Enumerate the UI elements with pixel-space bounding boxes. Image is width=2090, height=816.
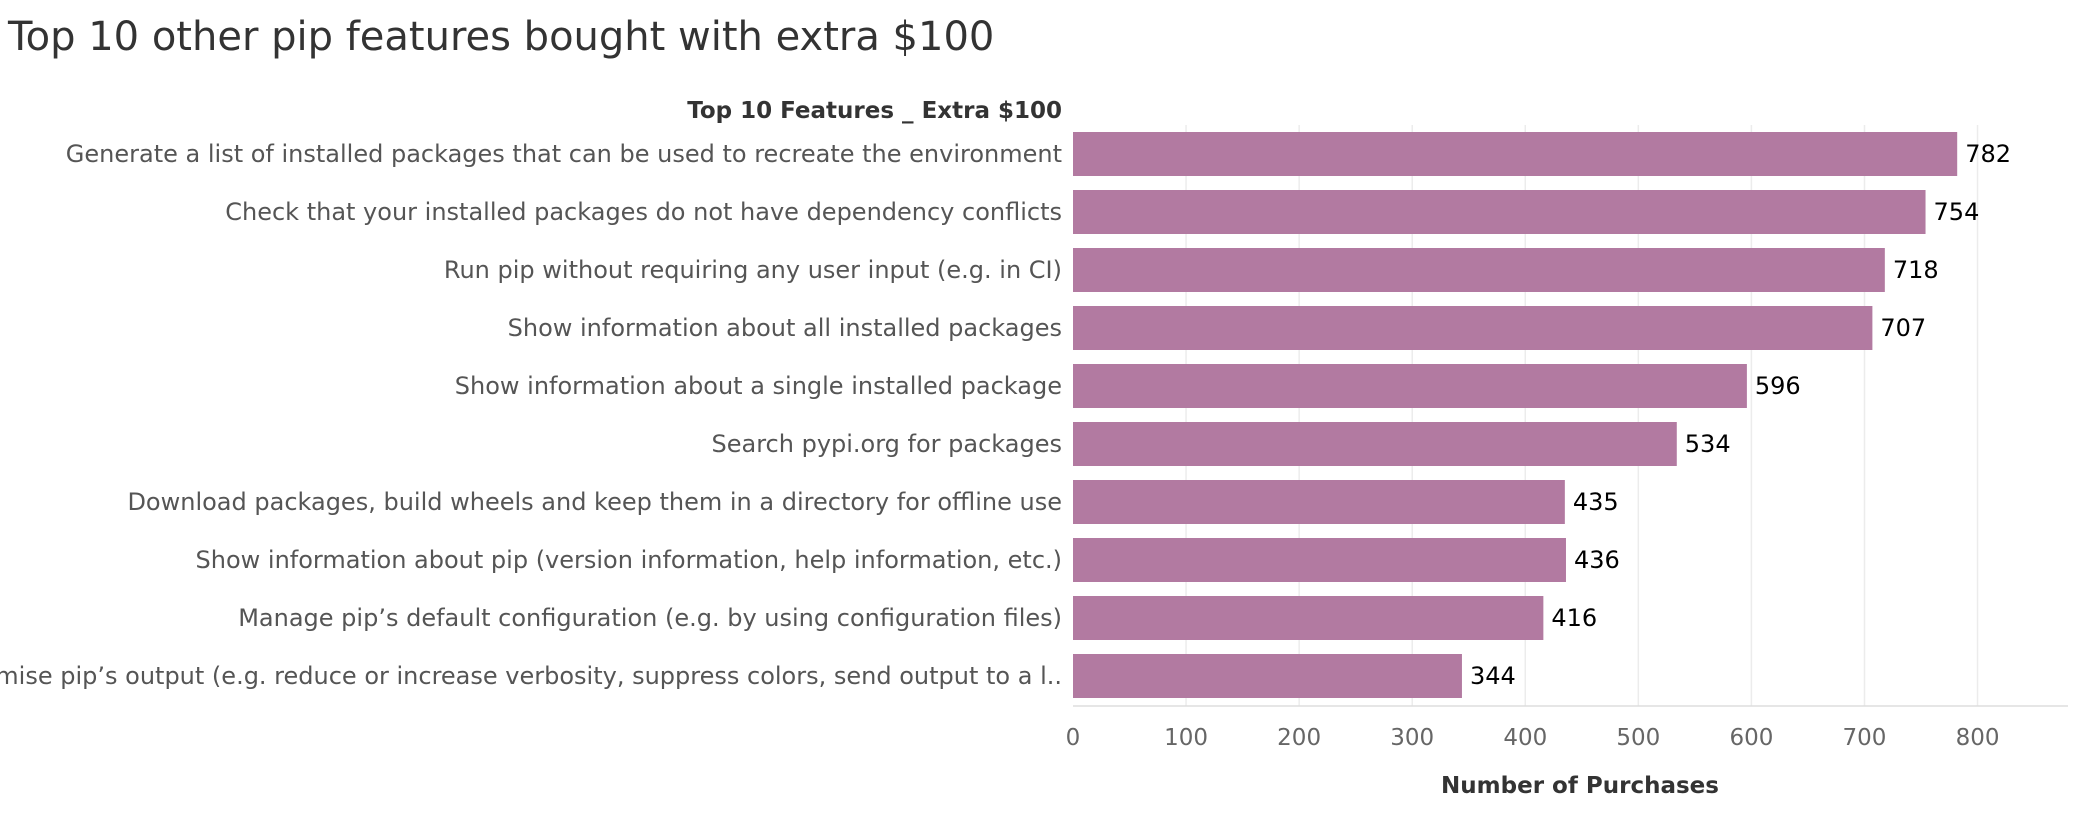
x-tick-label: 0	[1066, 725, 1081, 751]
x-tick-label: 100	[1164, 725, 1208, 751]
row-header-title: Top 10 Features _ Extra $100	[687, 98, 1062, 124]
x-axis-ticks: 0 100 200 300 400 500 600 700 800	[1066, 725, 2000, 751]
value-label: 534	[1685, 430, 1731, 458]
x-tick-label: 400	[1503, 725, 1547, 751]
category-label: Show information about all installed pac…	[508, 314, 1062, 342]
category-label: Generate a list of installed packages th…	[66, 140, 1062, 168]
category-label: Manage pip’s default configuration (e.g.…	[238, 604, 1062, 632]
category-label: Show information about a single installe…	[455, 372, 1062, 400]
bar[interactable]	[1073, 364, 1747, 408]
bar[interactable]	[1073, 248, 1885, 292]
bar[interactable]	[1073, 596, 1544, 640]
x-tick-label: 500	[1616, 725, 1660, 751]
category-label: Check that your installed packages do no…	[225, 198, 1062, 226]
bar[interactable]	[1073, 480, 1565, 524]
bar[interactable]	[1073, 132, 1958, 176]
value-label: 416	[1551, 604, 1597, 632]
bar[interactable]	[1073, 538, 1566, 582]
category-labels: Generate a list of installed packages th…	[0, 140, 1062, 690]
category-label: Search pypi.org for packages	[712, 430, 1063, 458]
value-label: 435	[1573, 488, 1619, 516]
value-label: 344	[1470, 662, 1516, 690]
bar[interactable]	[1073, 422, 1677, 466]
x-tick-label: 200	[1277, 725, 1321, 751]
x-tick-label: 800	[1956, 725, 2000, 751]
category-label: Run pip without requiring any user input…	[444, 256, 1062, 284]
value-label: 782	[1965, 140, 2011, 168]
value-label: 436	[1574, 546, 1620, 574]
value-label: 707	[1880, 314, 1926, 342]
x-axis-title: Number of Purchases	[1441, 773, 1719, 799]
x-tick-label: 700	[1843, 725, 1887, 751]
bars	[1073, 132, 1958, 698]
category-label: Download packages, build wheels and keep…	[127, 488, 1062, 516]
x-tick-label: 300	[1390, 725, 1434, 751]
value-label: 718	[1893, 256, 1939, 284]
value-label: 596	[1755, 372, 1801, 400]
bar[interactable]	[1073, 190, 1926, 234]
bar[interactable]	[1073, 306, 1873, 350]
bar[interactable]	[1073, 654, 1462, 698]
x-tick-label: 600	[1729, 725, 1773, 751]
value-label: 754	[1934, 198, 1980, 226]
category-label: Show information about pip (version info…	[196, 546, 1062, 574]
value-labels: 782 754 718 707 596 534 435 436 416 344	[1470, 140, 2011, 690]
page-title: Top 10 other pip features bought with ex…	[8, 14, 995, 60]
category-label: Customise pip’s output (e.g. reduce or i…	[0, 662, 1062, 690]
